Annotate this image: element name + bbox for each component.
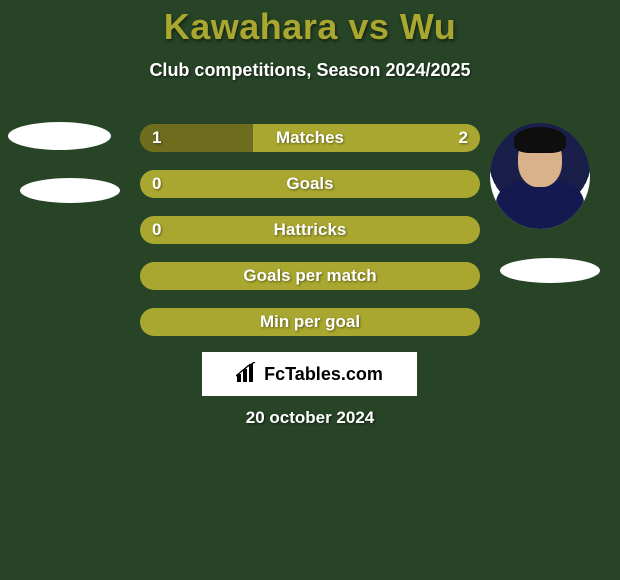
stat-bar-row: Goals per match (140, 262, 480, 290)
stat-bars: Matches12Goals0Hattricks0Goals per match… (140, 124, 480, 354)
comparison-canvas: Kawahara vs Wu Club competitions, Season… (0, 0, 620, 580)
bar-value-left: 0 (152, 170, 161, 198)
bar-value-left: 0 (152, 216, 161, 244)
bar-label: Matches (140, 124, 480, 152)
date-line: 20 october 2024 (0, 408, 620, 428)
stat-bar-row: Matches1 2 (140, 124, 480, 152)
avatar-hair (514, 127, 566, 153)
subtitle: Club competitions, Season 2024/2025 (0, 60, 620, 81)
brand-logo-box: FcTables.com (202, 352, 417, 396)
bar-value-right: 2 (459, 124, 468, 152)
right-ellipse-placeholder (500, 258, 600, 283)
stat-bar-row: Goals0 (140, 170, 480, 198)
bar-label: Hattricks (140, 216, 480, 244)
bar-label: Goals (140, 170, 480, 198)
bar-value-left: 1 (152, 124, 161, 152)
stat-bar-row: Hattricks0 (140, 216, 480, 244)
bars-icon (236, 362, 258, 387)
left-avatar-placeholder-1 (8, 122, 111, 150)
left-avatar-placeholder-2 (20, 178, 120, 203)
bar-label: Min per goal (140, 308, 480, 336)
right-player-avatar (490, 123, 590, 229)
brand-text: FcTables.com (264, 364, 383, 385)
stat-bar-row: Min per goal (140, 308, 480, 336)
bar-label: Goals per match (140, 262, 480, 290)
page-title: Kawahara vs Wu (0, 6, 620, 48)
